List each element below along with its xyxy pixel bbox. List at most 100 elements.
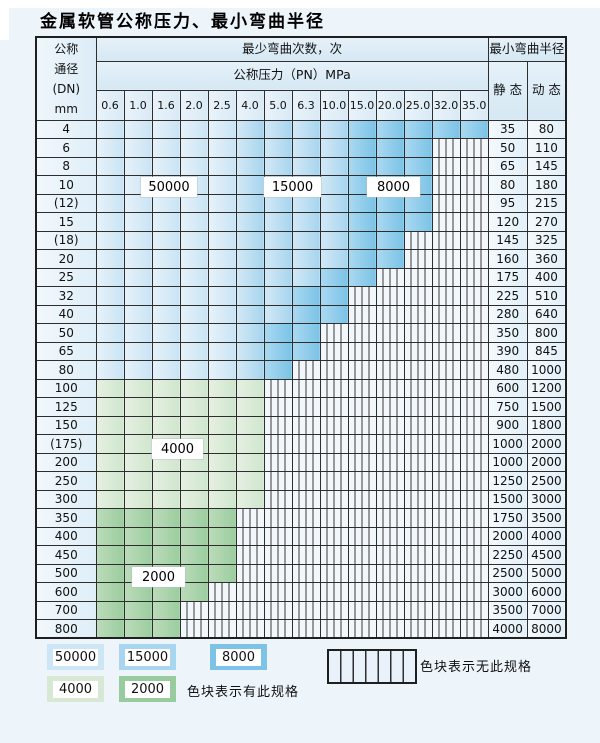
spec-cell bbox=[403, 156, 433, 176]
spec-cell bbox=[151, 138, 181, 158]
spec-cell bbox=[151, 119, 181, 139]
pressure-tick: 32.0 bbox=[431, 89, 461, 121]
table-row: 500 2500 5000 bbox=[35, 563, 567, 583]
spec-cell bbox=[319, 434, 349, 454]
pressure-tick: 15.0 bbox=[347, 89, 377, 121]
spec-cell bbox=[263, 600, 293, 620]
dynamic-radius-cell: 400 bbox=[526, 267, 567, 287]
spec-cell bbox=[431, 471, 461, 491]
spec-cell bbox=[179, 526, 209, 546]
spec-cell bbox=[207, 156, 237, 176]
spec-cell bbox=[403, 434, 433, 454]
spec-cell bbox=[235, 545, 265, 565]
spec-cell bbox=[151, 526, 181, 546]
dynamic-radius-cell: 640 bbox=[526, 304, 567, 324]
spec-cell bbox=[151, 545, 181, 565]
spec-cell bbox=[319, 119, 349, 139]
spec-cell bbox=[179, 545, 209, 565]
table-row: 400 2000 4000 bbox=[35, 526, 567, 546]
spec-cell bbox=[459, 508, 489, 528]
static-header: 静 态 bbox=[487, 60, 528, 121]
spec-cell bbox=[235, 397, 265, 417]
spec-cell bbox=[291, 341, 321, 361]
dn-cell: (12) bbox=[35, 193, 97, 213]
spec-cell bbox=[179, 563, 209, 583]
spec-cell bbox=[431, 267, 461, 287]
spec-cell bbox=[375, 600, 405, 620]
spec-cell bbox=[179, 471, 209, 491]
spec-cell bbox=[431, 600, 461, 620]
spec-cell bbox=[375, 471, 405, 491]
spec-cell bbox=[403, 619, 433, 639]
static-radius-cell: 50 bbox=[487, 138, 528, 158]
static-radius-cell: 160 bbox=[487, 249, 528, 269]
spec-cell bbox=[403, 249, 433, 269]
spec-cell bbox=[123, 545, 153, 565]
spec-cell bbox=[207, 119, 237, 139]
spec-cell bbox=[235, 156, 265, 176]
spec-cell bbox=[291, 156, 321, 176]
spec-cell bbox=[207, 212, 237, 232]
spec-cell bbox=[235, 267, 265, 287]
spec-cell bbox=[319, 378, 349, 398]
spec-cell bbox=[319, 230, 349, 250]
spec-cell bbox=[459, 378, 489, 398]
spec-table-wrap: 公称 通径 (DN) mm 最少弯曲次数，次 最小弯曲半径 公称压力（PN）MP… bbox=[35, 36, 568, 639]
spec-cell bbox=[207, 323, 237, 343]
spec-cell bbox=[151, 619, 181, 639]
pressure-tick: 25.0 bbox=[403, 89, 433, 121]
spec-cell bbox=[95, 193, 125, 213]
spec-cell bbox=[291, 323, 321, 343]
spec-cell bbox=[375, 452, 405, 472]
spec-cell bbox=[179, 489, 209, 509]
dynamic-radius-cell: 3000 bbox=[526, 489, 567, 509]
spec-cell bbox=[291, 360, 321, 380]
spec-cell bbox=[347, 471, 377, 491]
table-row: 300 1500 3000 bbox=[35, 489, 567, 509]
spec-cell bbox=[459, 119, 489, 139]
spec-cell bbox=[291, 415, 321, 435]
static-radius-cell: 1250 bbox=[487, 471, 528, 491]
spec-cell bbox=[123, 360, 153, 380]
legend-swatch: 4000 bbox=[47, 676, 104, 702]
spec-cell bbox=[151, 286, 181, 306]
spec-cell bbox=[263, 471, 293, 491]
spec-cell bbox=[179, 267, 209, 287]
spec-cell bbox=[235, 600, 265, 620]
spec-cell bbox=[459, 323, 489, 343]
spec-cell bbox=[375, 267, 405, 287]
spec-cell bbox=[263, 563, 293, 583]
spec-cell bbox=[207, 230, 237, 250]
spec-cell bbox=[95, 175, 125, 195]
spec-cell bbox=[235, 230, 265, 250]
spec-cell bbox=[95, 156, 125, 176]
spec-cell bbox=[319, 452, 349, 472]
spec-cell bbox=[319, 619, 349, 639]
spec-cell bbox=[179, 508, 209, 528]
page-title: 金属软管公称压力、最小弯曲半径 bbox=[40, 12, 325, 32]
spec-cell bbox=[263, 249, 293, 269]
pressure-tick: 5.0 bbox=[263, 89, 293, 121]
spec-cell bbox=[151, 156, 181, 176]
spec-cell bbox=[291, 545, 321, 565]
spec-cell bbox=[431, 545, 461, 565]
spec-cell bbox=[431, 360, 461, 380]
spec-cell bbox=[151, 230, 181, 250]
spec-cell bbox=[179, 193, 209, 213]
static-radius-cell: 225 bbox=[487, 286, 528, 306]
table-row: 800 4000 8000 bbox=[35, 619, 567, 639]
spec-cell bbox=[291, 508, 321, 528]
spec-cell bbox=[123, 193, 153, 213]
spec-cell bbox=[291, 582, 321, 602]
static-radius-cell: 2500 bbox=[487, 563, 528, 583]
corner-line-2: 通径 bbox=[54, 61, 79, 76]
spec-cell bbox=[319, 600, 349, 620]
spec-cell bbox=[235, 360, 265, 380]
static-radius-cell: 65 bbox=[487, 156, 528, 176]
spec-cell bbox=[207, 600, 237, 620]
spec-cell bbox=[263, 267, 293, 287]
spec-cell bbox=[151, 341, 181, 361]
spec-cell bbox=[95, 489, 125, 509]
spec-cell bbox=[263, 434, 293, 454]
